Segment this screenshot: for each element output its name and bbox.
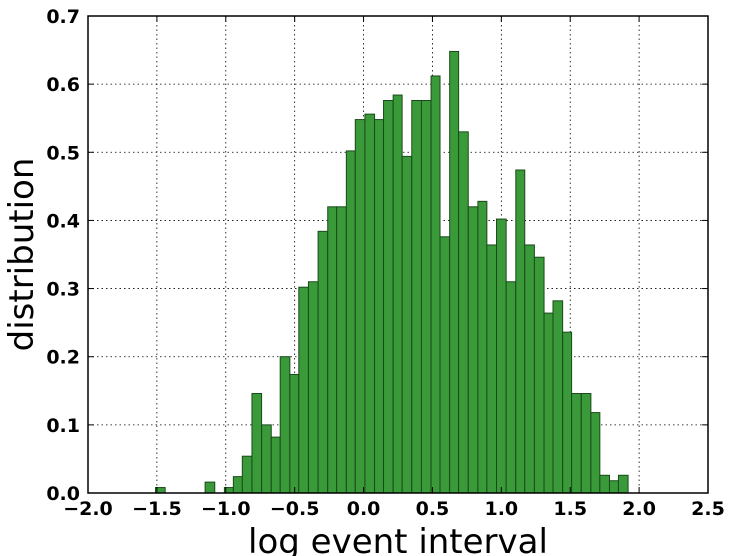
histogram-bar bbox=[580, 393, 592, 494]
histogram-bar bbox=[543, 312, 554, 494]
y-tick-label: 0.3 bbox=[46, 279, 80, 301]
histogram-bar bbox=[617, 474, 629, 494]
histogram-bar bbox=[411, 99, 422, 494]
y-tick-label: 0.6 bbox=[46, 74, 80, 96]
plot-frame bbox=[87, 15, 709, 494]
histogram-bar bbox=[204, 481, 216, 494]
y-tick-label: 0.7 bbox=[46, 6, 80, 28]
x-tick-label: 2.5 bbox=[691, 498, 725, 520]
histogram-bar bbox=[515, 169, 526, 494]
x-tick-label: 2.0 bbox=[622, 498, 656, 520]
histogram-bar bbox=[241, 455, 253, 494]
x-tick-label: 0.5 bbox=[416, 498, 450, 520]
x-tick-label: −1.0 bbox=[201, 498, 251, 520]
histogram-bar bbox=[251, 393, 263, 494]
histogram-bars bbox=[155, 50, 629, 494]
y-tick-label: 0.0 bbox=[46, 483, 80, 505]
histogram-bar bbox=[571, 393, 582, 494]
histogram-bar bbox=[439, 236, 451, 494]
x-tick-label: −2.0 bbox=[63, 498, 113, 520]
histogram-bar bbox=[345, 150, 356, 494]
histogram-bar bbox=[374, 119, 385, 494]
histogram-bar bbox=[270, 436, 281, 494]
histogram-bar bbox=[533, 256, 545, 494]
histogram-bar bbox=[505, 281, 517, 494]
x-tick-label: −1.5 bbox=[132, 498, 182, 520]
histogram-bar bbox=[336, 206, 347, 494]
histogram-bar bbox=[289, 373, 300, 494]
histogram-bar bbox=[279, 356, 291, 494]
histogram-bar bbox=[401, 155, 413, 494]
y-tick-label: 0.4 bbox=[46, 210, 80, 232]
y-axis-title: distribution bbox=[2, 158, 42, 352]
histogram-bar bbox=[486, 244, 498, 494]
histogram-bar bbox=[327, 206, 338, 494]
histogram-bar bbox=[477, 200, 488, 494]
histogram-bar bbox=[599, 474, 610, 494]
x-tick-label: −0.5 bbox=[270, 498, 320, 520]
histogram-bar bbox=[449, 50, 460, 494]
histogram-bar bbox=[496, 218, 507, 494]
histogram-bar bbox=[298, 286, 309, 494]
histogram-bar bbox=[307, 281, 319, 494]
x-tick-label: 1.0 bbox=[484, 498, 518, 520]
histogram-bar bbox=[261, 424, 272, 494]
histogram-bar bbox=[354, 119, 366, 494]
histogram-bar bbox=[383, 99, 394, 494]
histogram-bar bbox=[430, 75, 441, 494]
x-tick-label: 1.5 bbox=[553, 498, 587, 520]
x-axis-title: log event interval bbox=[248, 522, 548, 556]
histogram-bar bbox=[458, 131, 469, 494]
x-tick-label: 0.0 bbox=[347, 498, 381, 520]
histogram-bar bbox=[552, 300, 564, 494]
histogram-bar bbox=[232, 476, 243, 494]
histogram-bar bbox=[317, 230, 329, 494]
histogram-bar bbox=[364, 113, 376, 494]
y-tick-label: 0.5 bbox=[46, 142, 80, 164]
y-tick-label: 0.2 bbox=[46, 347, 80, 369]
histogram-bar bbox=[562, 331, 573, 494]
histogram-bar bbox=[524, 244, 535, 494]
histogram-bar bbox=[590, 412, 601, 494]
histogram-bar bbox=[420, 99, 432, 494]
histogram-bar bbox=[467, 206, 479, 494]
histogram-bar bbox=[392, 94, 403, 494]
axis-ticks: −2.0 −1.5 −1.0 −0.5 0.0 0.5 1.0 1.5 2.0 2.5 0.0 0.1… bbox=[46, 6, 725, 520]
y-tick-label: 0.1 bbox=[46, 415, 80, 437]
histogram-bar bbox=[608, 480, 619, 494]
